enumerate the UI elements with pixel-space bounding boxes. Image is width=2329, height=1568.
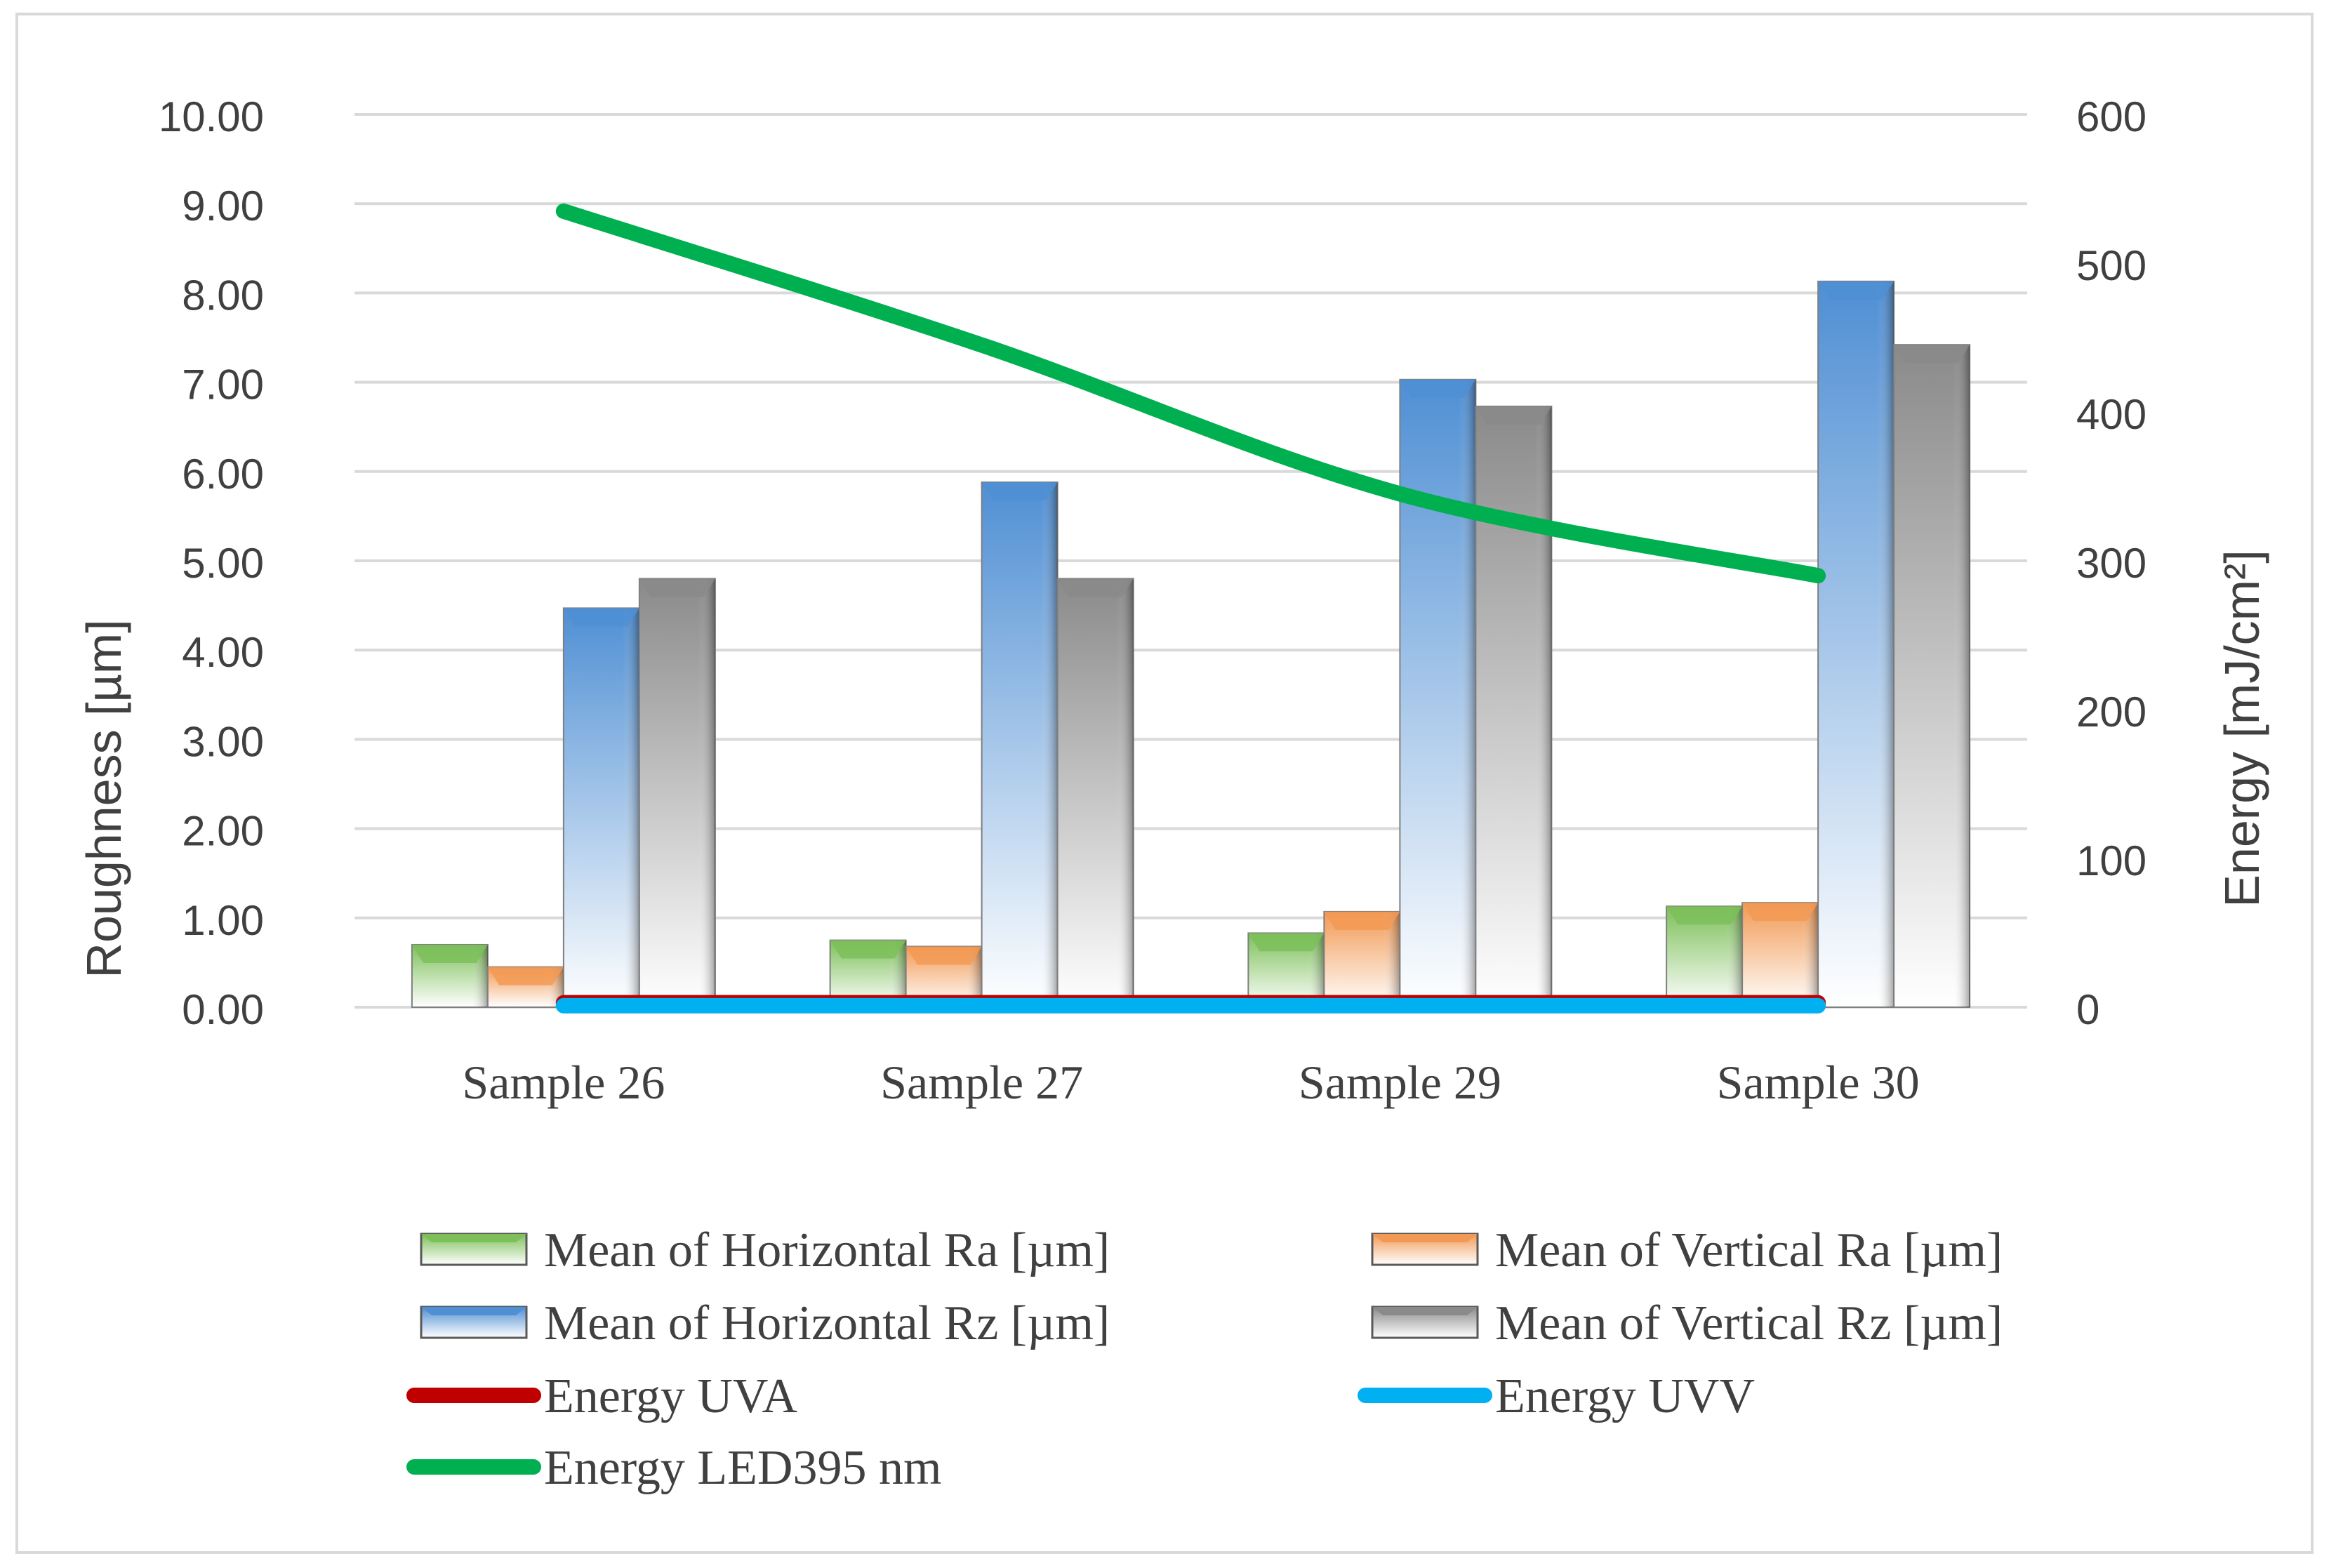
- left-tick-label: 6.00: [182, 451, 264, 498]
- bar-cap: [1818, 281, 1895, 300]
- legend-item: Mean of Horizontal Rz [µm]: [420, 1296, 1110, 1350]
- left-axis-label: Roughness [µm]: [77, 619, 131, 978]
- legend-item: Energy LED395 nm: [406, 1441, 941, 1495]
- bar-cap: [487, 966, 564, 985]
- right-tick-label: 100: [2076, 837, 2146, 884]
- bar-shade: [623, 608, 639, 1007]
- category-label: Sample 26: [462, 1056, 665, 1109]
- legend-swatch-cap: [421, 1234, 526, 1242]
- bar: [486, 966, 564, 1009]
- bar-cap: [905, 946, 982, 965]
- left-tick-label: 1.00: [182, 897, 264, 944]
- bar-shade: [1725, 906, 1743, 1007]
- legend-label: Mean of Horizontal Ra [µm]: [544, 1223, 1110, 1277]
- left-tick-label: 3.00: [182, 718, 264, 765]
- bar-cap: [411, 944, 488, 963]
- bar-shade: [698, 578, 715, 1007]
- right-tick-label: 200: [2076, 689, 2146, 736]
- bar-shade: [1801, 903, 1819, 1007]
- category-label: Sample 29: [1299, 1056, 1501, 1109]
- legend-item: Mean of Vertical Ra [µm]: [1371, 1223, 2003, 1277]
- legend-item: Energy UVA: [406, 1369, 797, 1423]
- series-line: [555, 203, 1826, 584]
- legend-label: Energy UVA: [544, 1369, 797, 1423]
- left-tick-label: 8.00: [182, 272, 264, 319]
- bar-cap: [1894, 345, 1970, 364]
- bar: [1741, 902, 1819, 1009]
- bar-cap: [563, 608, 639, 627]
- bar: [1666, 905, 1744, 1009]
- bar: [562, 607, 640, 1008]
- lines: [555, 203, 1826, 1014]
- legend-label: Energy UVV: [1495, 1369, 1755, 1423]
- left-tick-label: 5.00: [182, 540, 264, 587]
- bar: [1323, 910, 1401, 1008]
- left-tick-label: 0.00: [182, 986, 264, 1033]
- bar-cap: [639, 578, 715, 597]
- category-labels: Sample 26 Sample 27 Sample 29 Sample 30: [462, 1056, 1919, 1109]
- bar: [1893, 344, 1971, 1008]
- legend-swatch-cap: [421, 1307, 526, 1315]
- right-tick-label: 400: [2076, 391, 2146, 438]
- bar: [1247, 932, 1325, 1008]
- left-tick-label: 4.00: [182, 629, 264, 676]
- bar-shade: [1116, 578, 1134, 1007]
- bar-cap: [1666, 906, 1743, 925]
- bar: [1056, 578, 1134, 1008]
- left-axis-ticks: 0.00 1.00 2.00 3.00 4.00 5.00 6.00 7.00 8.00 9.00…: [159, 93, 264, 1033]
- bar-shade: [1307, 933, 1325, 1007]
- right-axis-label: Energy [mJ/cm²]: [2215, 550, 2269, 908]
- left-tick-label: 10.00: [159, 93, 264, 140]
- right-tick-label: 500: [2076, 242, 2146, 289]
- category-label: Sample 30: [1717, 1056, 1920, 1109]
- legend-label: Energy LED395 nm: [544, 1441, 941, 1495]
- left-tick-label: 2.00: [182, 808, 264, 855]
- bar-cap: [1742, 903, 1819, 922]
- bar-cap: [1475, 406, 1552, 425]
- legend-item: Mean of Vertical Rz [µm]: [1371, 1296, 2003, 1350]
- bar: [981, 481, 1059, 1008]
- bar-shade: [1877, 281, 1895, 1007]
- legend: Mean of Horizontal Ra [µm] Mean of Vertic…: [406, 1223, 2003, 1495]
- legend-label: Mean of Vertical Ra [µm]: [1495, 1223, 2003, 1277]
- legend-swatch-cap: [1372, 1307, 1478, 1315]
- bar: [411, 943, 489, 1008]
- legend-swatch-cap: [1372, 1234, 1478, 1242]
- bar-cap: [830, 940, 906, 959]
- bar-shade: [1383, 911, 1400, 1007]
- right-tick-label: 600: [2076, 93, 2146, 140]
- bar: [638, 578, 716, 1008]
- right-tick-label: 300: [2076, 540, 2146, 587]
- bar-shade: [1459, 379, 1476, 1007]
- bar: [1399, 378, 1477, 1008]
- left-tick-label: 9.00: [182, 182, 264, 230]
- right-axis-ticks: 0 100 200 300 400 500 600: [2076, 93, 2146, 1033]
- bar-cap: [1057, 578, 1134, 597]
- right-tick-label: 0: [2076, 986, 2099, 1033]
- bar-shade: [1040, 482, 1058, 1007]
- legend-item: Mean of Horizontal Ra [µm]: [420, 1223, 1110, 1277]
- legend-label: Mean of Horizontal Rz [µm]: [544, 1296, 1110, 1350]
- bar-shade: [1953, 345, 1970, 1007]
- bar-cap: [981, 482, 1058, 501]
- bar-cap: [1400, 379, 1476, 398]
- bar-cap: [1248, 933, 1325, 952]
- bar-shade: [1534, 406, 1552, 1007]
- bar-cap: [1324, 911, 1400, 930]
- bars: [411, 280, 1971, 1009]
- left-tick-label: 7.00: [182, 361, 264, 408]
- bar: [1817, 280, 1895, 1008]
- bar: [1475, 405, 1553, 1008]
- category-label: Sample 27: [880, 1056, 1083, 1109]
- legend-label: Mean of Vertical Rz [µm]: [1495, 1296, 2003, 1350]
- legend-item: Energy UVV: [1358, 1369, 1755, 1423]
